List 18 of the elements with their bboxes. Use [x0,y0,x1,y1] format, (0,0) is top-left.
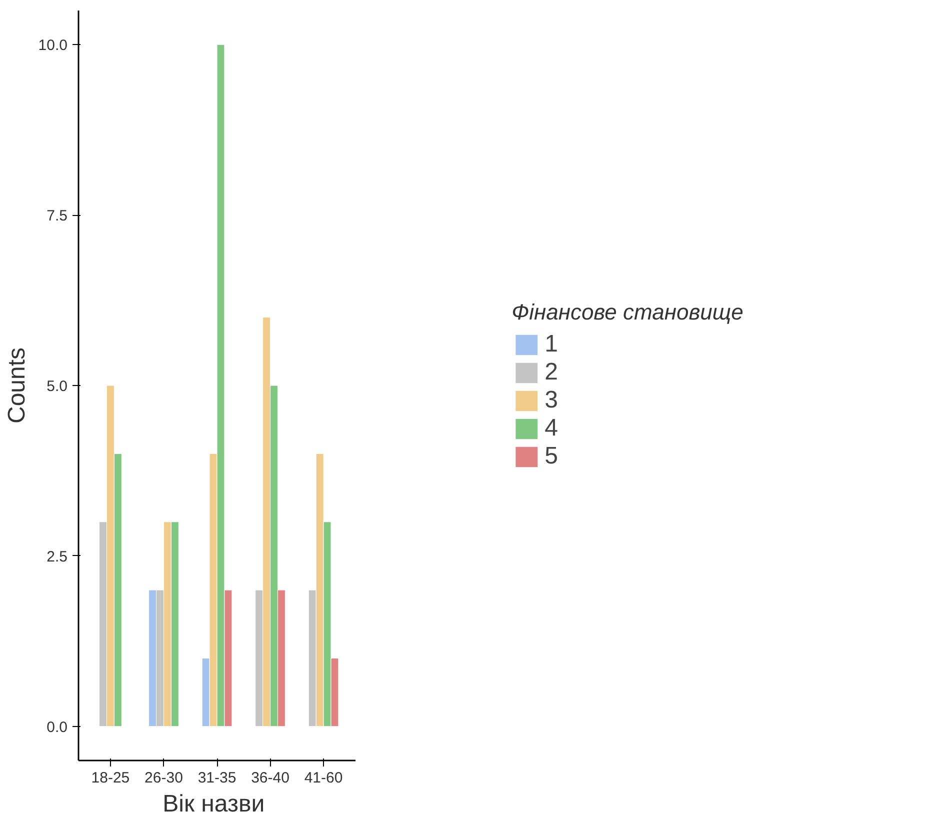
x-axis-title: Вік назви [162,790,265,818]
legend-label: 3 [544,386,559,414]
y-tick-label: 7.5 [46,208,68,225]
legend-label: 1 [544,330,559,358]
legend-label: 5 [544,442,559,470]
x-tick-label: 41-60 [304,770,343,786]
y-tick-label: 2.5 [46,548,68,566]
x-tick-label: 18-25 [91,770,130,786]
y-tick-label: 0.0 [46,718,68,736]
y-axis-title: Counts [3,347,30,424]
legend-label: 2 [544,358,559,386]
x-tick-label: 26-30 [144,770,183,786]
y-tick-label: 10.0 [38,37,68,54]
y-tick-label: 5.0 [46,378,68,395]
x-tick-label: 36-40 [251,770,290,786]
x-tick-label: 31-35 [198,770,236,786]
legend-title: Фінансове становище [512,300,744,326]
legend-label: 4 [544,414,559,442]
